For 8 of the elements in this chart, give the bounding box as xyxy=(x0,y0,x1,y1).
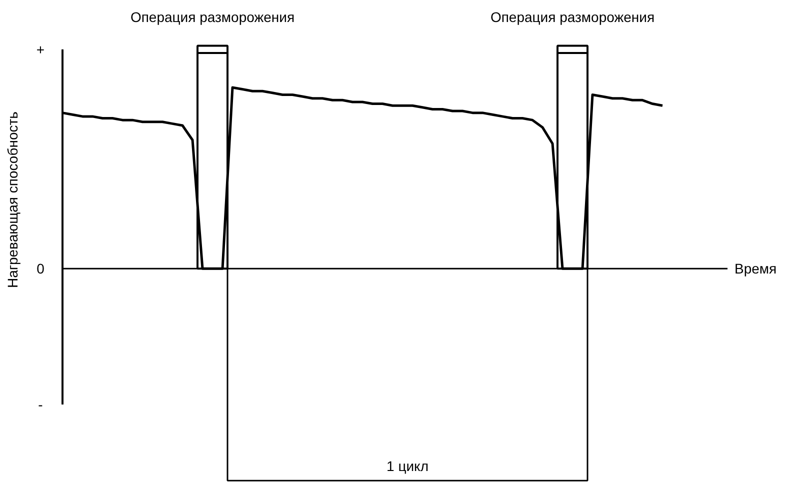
text: 0 xyxy=(36,260,45,277)
text: Операция разморожения xyxy=(490,8,655,25)
y-axis-title: Нагревающая способность xyxy=(4,112,20,288)
text: - xyxy=(38,396,44,413)
text: Операция разморожения xyxy=(130,8,295,25)
text: 1 цикл xyxy=(386,458,428,474)
text: + xyxy=(36,41,45,58)
x-axis-title: Время xyxy=(734,260,777,277)
